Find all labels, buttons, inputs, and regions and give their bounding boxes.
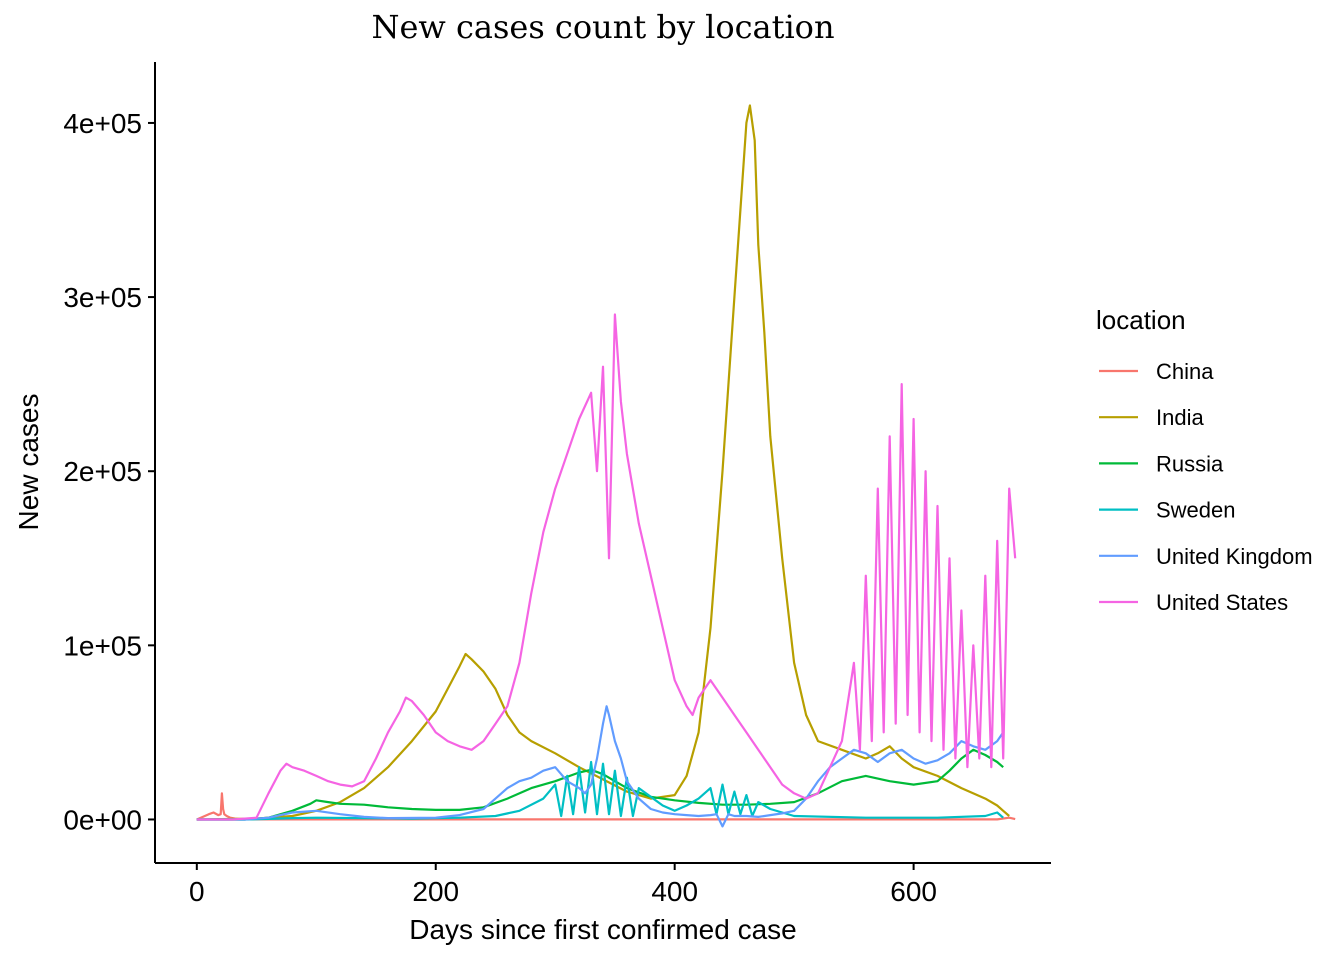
legend-label-india: India <box>1156 405 1204 430</box>
series-line-russia <box>196 748 1004 821</box>
y-axis-ticks: 0e+00 1e+05 2e+05 3e+05 4e+05 <box>63 108 155 835</box>
legend-title: location <box>1096 305 1186 335</box>
legend-label-sweden: Sweden <box>1156 498 1236 523</box>
chart-title: New cases count by location <box>371 8 834 46</box>
legend-label-united-kingdom: United Kingdom <box>1156 544 1313 569</box>
legend-label-united-states: United States <box>1156 590 1288 615</box>
legend: location China India Russia Sweden United Ki… <box>1096 305 1313 615</box>
x-tick-label: 200 <box>412 876 459 907</box>
series-line-united-states <box>196 313 1017 821</box>
y-tick-label: 3e+05 <box>63 282 142 313</box>
x-tick-label: 600 <box>890 876 937 907</box>
y-tick-label: 1e+05 <box>63 630 142 661</box>
series-line-india <box>196 104 1010 821</box>
x-tick-label: 400 <box>651 876 698 907</box>
y-tick-label: 4e+05 <box>63 108 142 139</box>
x-axis-title: Days since first confirmed case <box>409 914 796 945</box>
legend-label-russia: Russia <box>1156 451 1224 476</box>
series-line-united-kingdom <box>196 705 1005 828</box>
legend-label-china: China <box>1156 359 1214 384</box>
y-axis-title: New cases <box>13 394 44 531</box>
x-tick-label: 0 <box>189 876 205 907</box>
series-layer <box>196 104 1017 828</box>
y-tick-label: 0e+00 <box>63 804 142 835</box>
y-tick-label: 2e+05 <box>63 456 142 487</box>
legend-items: China India Russia Sweden United Kingdom Unit… <box>1099 359 1313 615</box>
x-axis-ticks: 0 200 400 600 <box>189 863 937 907</box>
